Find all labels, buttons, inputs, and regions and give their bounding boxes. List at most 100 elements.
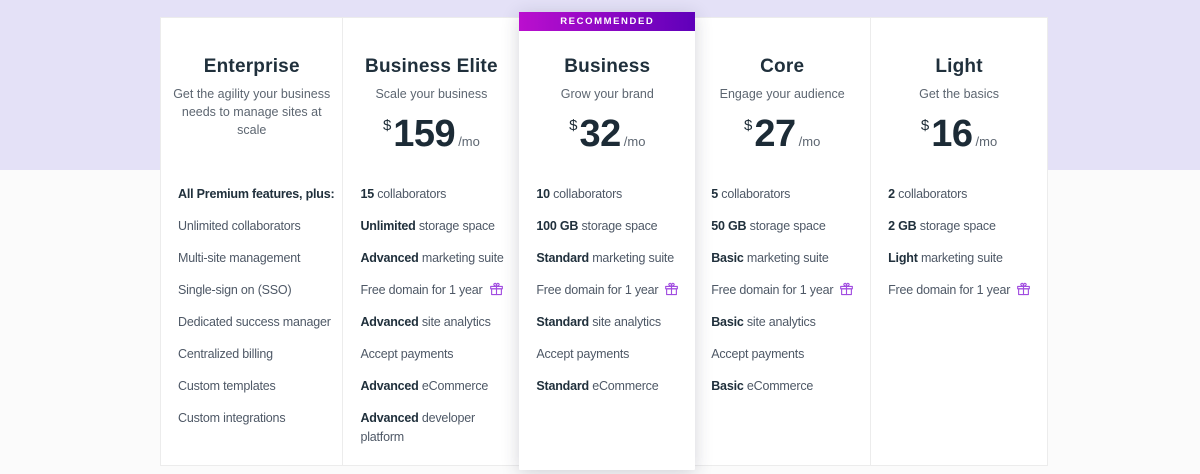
feature-item: Custom integrations xyxy=(178,409,334,428)
feature-text: eCommerce xyxy=(743,379,814,393)
plan-tagline: Get the agility your business needs to m… xyxy=(173,87,331,138)
feature-item: Custom templates xyxy=(178,377,334,396)
feature-item: All Premium features, plus: xyxy=(178,185,335,204)
price-amount: 32 xyxy=(579,113,621,155)
feature-text: storage space xyxy=(916,219,996,233)
feature-bold-text: Basic xyxy=(711,251,744,265)
feature-text: collaborators xyxy=(718,187,791,201)
feature-item: 10 collaborators xyxy=(536,185,687,204)
plan-column-core: Core Engage your audience $27/mo 5 colla… xyxy=(694,18,872,465)
feature-item: Accept payments xyxy=(711,345,862,364)
feature-text: Single-sign on (SSO) xyxy=(178,283,292,297)
gift-icon[interactable] xyxy=(1016,282,1031,297)
gift-icon[interactable] xyxy=(839,282,854,297)
feature-item: 2 collaborators xyxy=(888,185,1039,204)
gift-icon[interactable] xyxy=(489,282,504,297)
price-currency: $ xyxy=(569,117,578,134)
feature-bold-text: Basic xyxy=(711,315,744,329)
feature-text: Free domain for 1 year xyxy=(888,283,1011,297)
feature-item: Unlimited storage space xyxy=(360,217,511,236)
feature-text: Custom templates xyxy=(178,379,276,393)
feature-item: Advanced marketing suite xyxy=(360,249,511,268)
price-currency: $ xyxy=(382,117,392,134)
price-period: /mo xyxy=(458,134,480,149)
feature-item: Unlimited collaborators xyxy=(178,217,334,236)
price-amount: 16 xyxy=(931,113,973,155)
feature-item: 2 GB storage space xyxy=(888,217,1039,236)
price-amount: 159 xyxy=(393,113,456,155)
feature-item: Single-sign on (SSO) xyxy=(178,281,334,300)
feature-text: Accept payments xyxy=(360,347,454,361)
plan-header: Business Grow your brand $32/mo xyxy=(519,31,695,168)
feature-bold-text: Advanced xyxy=(360,251,419,265)
feature-item: Basic site analytics xyxy=(711,313,862,332)
feature-item: Advanced developer platform xyxy=(360,409,511,447)
feature-text: collaborators xyxy=(894,187,968,201)
feature-item: Accept payments xyxy=(536,345,687,364)
plan-name: Enterprise xyxy=(203,56,300,77)
feature-text: Centralized billing xyxy=(178,347,273,361)
feature-bold-text: Standard xyxy=(536,379,589,393)
plan-header: Enterprise Get the agility your business… xyxy=(161,18,342,168)
feature-item: Basic marketing suite xyxy=(711,249,862,268)
feature-item: Advanced eCommerce xyxy=(360,377,511,396)
feature-item: Advanced site analytics xyxy=(360,313,511,332)
feature-text: collaborators xyxy=(549,187,623,201)
feature-text: storage space xyxy=(746,219,826,233)
price-currency: $ xyxy=(744,117,753,134)
plan-price: $159/mo xyxy=(343,113,519,156)
plan-tagline: Engage your audience xyxy=(719,87,845,101)
feature-text: storage space xyxy=(578,219,658,233)
feature-bold-text: 100 GB xyxy=(536,219,579,233)
feature-item: Standard site analytics xyxy=(536,313,687,332)
pricing-table-card: Enterprise Get the agility your business… xyxy=(160,12,1048,470)
feature-bold-text: Advanced xyxy=(360,315,419,329)
feature-text: Dedicated success manager xyxy=(178,315,331,329)
feature-bold-text: Standard xyxy=(536,315,589,329)
price-period: /mo xyxy=(798,134,821,149)
feature-list: 15 collaborators Unlimited storage space A… xyxy=(343,168,519,447)
feature-item: 5 collaborators xyxy=(711,185,862,204)
feature-item: Standard marketing suite xyxy=(536,249,687,268)
plan-header: Light Get the basics $16/mo xyxy=(871,18,1047,168)
feature-text: collaborators xyxy=(373,187,447,201)
feature-item: 15 collaborators xyxy=(360,185,511,204)
feature-bold-text: Basic xyxy=(711,379,744,393)
feature-text: Free domain for 1 year xyxy=(360,283,483,297)
feature-item: Dedicated success manager xyxy=(178,313,334,332)
plan-column-light: Light Get the basics $16/mo 2 collaborat… xyxy=(871,18,1048,465)
price-period: /mo xyxy=(623,134,646,149)
feature-text: site analytics xyxy=(743,315,816,329)
feature-text: Accept payments xyxy=(711,347,805,361)
feature-bold-text: Light xyxy=(888,251,918,265)
feature-text: eCommerce xyxy=(418,379,489,393)
plan-column-business-elite: Business Elite Scale your business $159/… xyxy=(343,18,521,465)
feature-text: marketing suite xyxy=(418,251,504,265)
feature-text: Accept payments xyxy=(536,347,630,361)
feature-list: 2 collaborators 2 GB storage space Light m… xyxy=(871,168,1047,300)
feature-item: Standard eCommerce xyxy=(536,377,687,396)
feature-text: site analytics xyxy=(418,315,491,329)
feature-item: Centralized billing xyxy=(178,345,334,364)
feature-text: marketing suite xyxy=(588,251,674,265)
plan-header: Business Elite Scale your business $159/… xyxy=(343,18,519,168)
feature-bold-text: 15 xyxy=(360,187,374,201)
feature-bold-text: Advanced xyxy=(360,379,419,393)
feature-bold-text: All Premium features, plus: xyxy=(178,187,335,201)
price-amount: 27 xyxy=(754,113,796,155)
feature-item: Free domain for 1 year xyxy=(888,281,1039,300)
feature-text: eCommerce xyxy=(588,379,659,393)
plan-name: Light xyxy=(935,56,983,77)
feature-text: marketing suite xyxy=(743,251,829,265)
plan-column-business-recommended: RECOMMENDED Business Grow your brand $32… xyxy=(519,12,696,470)
feature-item: Light marketing suite xyxy=(888,249,1039,268)
feature-bold-text: Unlimited xyxy=(360,219,416,233)
plan-tagline: Get the basics xyxy=(919,87,1000,101)
feature-bold-text: Advanced xyxy=(360,411,419,425)
feature-text: Custom integrations xyxy=(178,411,286,425)
gift-icon[interactable] xyxy=(664,282,679,297)
feature-list: 10 collaborators 100 GB storage space Stan… xyxy=(519,168,695,396)
feature-bold-text: 2 GB xyxy=(888,219,917,233)
plan-price: $27/mo xyxy=(694,113,870,156)
feature-text: storage space xyxy=(415,219,495,233)
